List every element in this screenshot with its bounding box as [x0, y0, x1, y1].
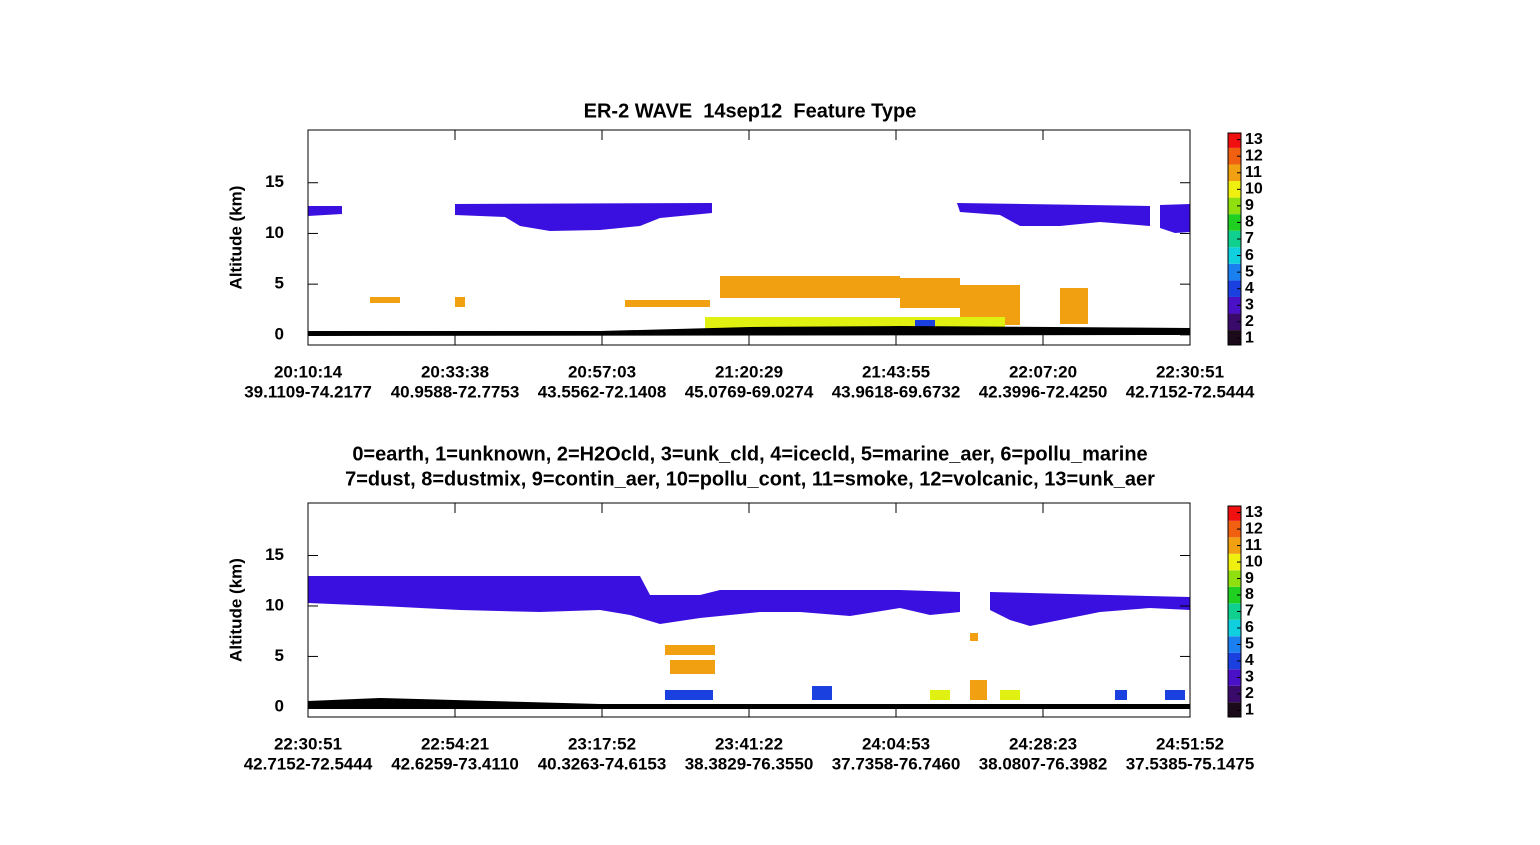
colorbar-label: 11 [1245, 164, 1262, 181]
x-tick-position: 42.7152-72.5444 [244, 754, 373, 773]
x-tick-position: 40.9588-72.7753 [391, 382, 520, 401]
x-tick-position: 43.9618-69.6732 [832, 382, 961, 401]
colorbar-segment [1228, 263, 1241, 281]
colorbar-segment [1228, 230, 1241, 248]
colorbar-label: 2 [1245, 685, 1254, 702]
colorbar-segment [1228, 247, 1241, 264]
colorbar-segment [1228, 636, 1241, 653]
chart-title: ER-2 WAVE 14sep12 Feature Type [584, 100, 917, 122]
colorbar-label: 9 [1245, 570, 1254, 587]
colorbar-frame [1227, 132, 1242, 346]
colorbar-segment [1228, 197, 1241, 215]
colorbar-segment [1228, 181, 1241, 198]
y-tick-label: 0 [275, 324, 284, 343]
x-tick-position: 37.7358-76.7460 [832, 754, 961, 773]
x-tick-time: 22:07:20 [1009, 362, 1077, 381]
colorbar-label: 6 [1245, 247, 1254, 264]
legend-line: 0=earth, 1=unknown, 2=H2Ocld, 3=unk_cld,… [352, 443, 1147, 465]
colorbar-segment [1228, 164, 1241, 182]
colorbar-label: 8 [1245, 214, 1254, 231]
x-tick-time: 22:30:51 [1156, 362, 1224, 381]
colorbar-segment [1228, 296, 1241, 314]
colorbar-label: 11 [1245, 537, 1262, 554]
colorbar-label: 2 [1245, 313, 1254, 330]
colorbar-segment [1228, 652, 1241, 670]
x-tick-position: 42.6259-73.4110 [391, 754, 519, 773]
colorbar-segment [1228, 214, 1241, 231]
x-tick-time: 23:17:52 [568, 734, 636, 753]
colorbar-segment [1228, 506, 1241, 521]
colorbar-segment [1228, 570, 1241, 587]
x-tick-position: 43.5562-72.1408 [538, 382, 667, 401]
y-tick-label: 0 [275, 696, 284, 715]
colorbar-label: 12 [1245, 147, 1263, 164]
colorbar-frame [1227, 505, 1242, 718]
colorbar-segment [1228, 685, 1241, 703]
colorbar-label: 8 [1245, 586, 1254, 603]
colorbar-label: 7 [1245, 603, 1254, 620]
feature-image [308, 203, 1190, 709]
x-tick-time: 20:57:03 [568, 362, 636, 381]
y-axis-label: Altitude (km) [226, 186, 245, 290]
colorbar-label: 1 [1245, 702, 1254, 719]
x-tick-time: 22:30:51 [274, 734, 342, 753]
colorbar-label: 9 [1245, 197, 1254, 214]
x-tick-position: 38.0807-76.3982 [979, 754, 1108, 773]
x-tick-time: 21:20:29 [715, 362, 783, 381]
x-tick-time: 20:10:14 [274, 362, 343, 381]
colorbar-label: 3 [1245, 669, 1254, 686]
x-tick-position: 42.3996-72.4250 [979, 382, 1108, 401]
colorbar-segment [1228, 553, 1241, 571]
x-tick-position: 45.0769-69.0274 [685, 382, 814, 401]
colorbar-label: 10 [1245, 181, 1263, 198]
colorbar-segment [1228, 313, 1241, 331]
colorbar-label: 12 [1245, 520, 1263, 537]
colorbar-segment [1228, 669, 1241, 686]
x-tick-time: 23:41:22 [715, 734, 783, 753]
legend-line: 7=dust, 8=dustmix, 9=contin_aer, 10=poll… [345, 468, 1155, 490]
colorbar-segment [1228, 280, 1241, 297]
plot-frame [307, 129, 1191, 346]
colorbar-label: 1 [1245, 330, 1254, 347]
x-tick-position: 40.3263-74.6153 [538, 754, 667, 773]
colorbar-label: 6 [1245, 619, 1254, 636]
colorbar-label: 3 [1245, 296, 1254, 313]
colorbar-label: 10 [1245, 553, 1263, 570]
colorbar-label: 13 [1245, 131, 1263, 148]
colorbar-label: 7 [1245, 230, 1254, 247]
x-tick-time: 24:28:23 [1009, 734, 1077, 753]
x-tick-time: 24:04:53 [862, 734, 930, 753]
x-tick-time: 20:33:38 [421, 362, 489, 381]
y-axis-label: Altitude (km) [226, 558, 245, 662]
colorbar-segment [1228, 537, 1241, 554]
colorbar-segment [1228, 619, 1241, 637]
colorbar-label: 4 [1245, 280, 1254, 297]
y-tick-label: 10 [265, 595, 284, 614]
x-tick-position: 42.7152-72.5444 [1126, 382, 1255, 401]
colorbar-segment [1228, 586, 1241, 604]
x-tick-time: 22:54:21 [421, 734, 489, 753]
y-tick-label: 5 [275, 274, 284, 293]
y-tick-label: 5 [275, 646, 284, 665]
colorbar-label: 13 [1245, 504, 1263, 521]
y-tick-label: 10 [265, 223, 284, 242]
x-tick-time: 21:43:55 [862, 362, 930, 381]
x-tick-position: 37.5385-75.1475 [1126, 754, 1255, 773]
colorbar-segment [1228, 520, 1241, 538]
colorbar-segment [1228, 702, 1241, 717]
colorbar-label: 5 [1245, 263, 1254, 280]
colorbar-segment [1228, 133, 1241, 148]
x-tick-position: 38.3829-76.3550 [685, 754, 814, 773]
colorbar-label: 4 [1245, 652, 1254, 669]
y-tick-label: 15 [265, 545, 284, 564]
colorbar-segment [1228, 147, 1241, 165]
colorbar-segment [1228, 603, 1241, 620]
colorbar-segment [1228, 330, 1241, 345]
x-tick-time: 24:51:52 [1156, 734, 1224, 753]
x-tick-position: 39.1109-74.2177 [244, 382, 372, 401]
colorbar-label: 5 [1245, 636, 1254, 653]
y-tick-label: 15 [265, 172, 284, 191]
